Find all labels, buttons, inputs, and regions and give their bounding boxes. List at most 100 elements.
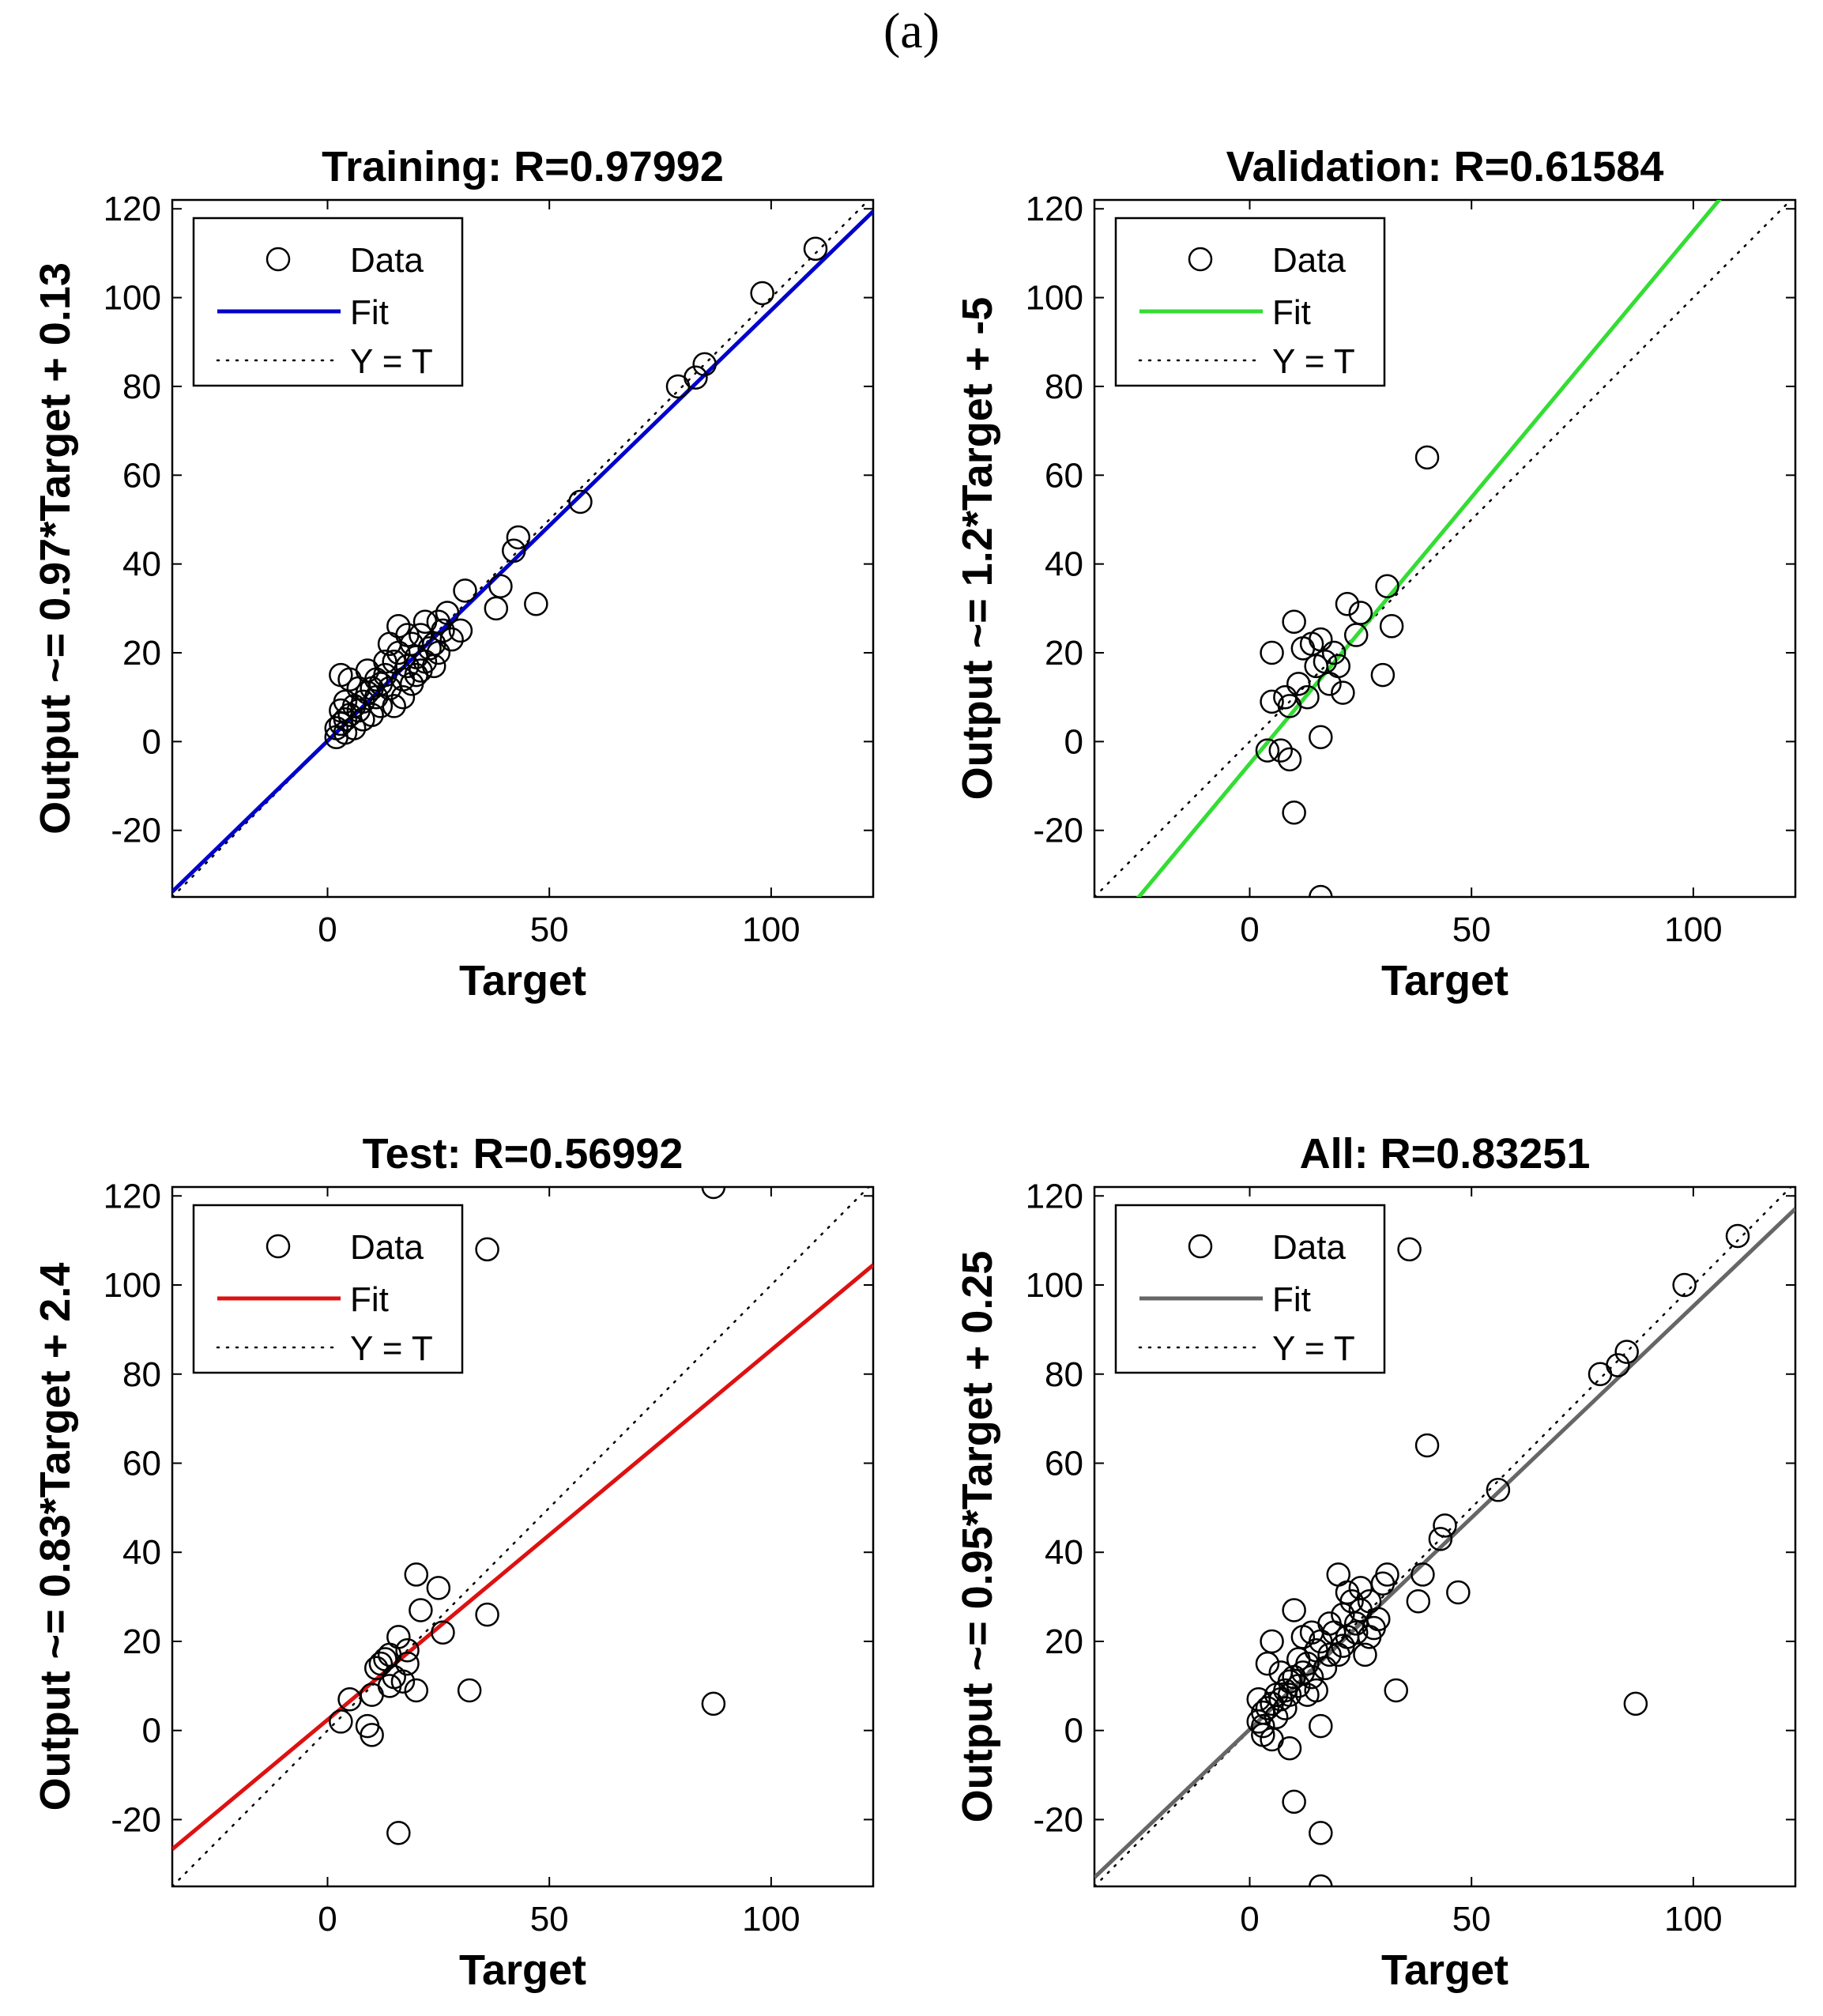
data-point <box>1614 1340 1639 1364</box>
plot-area <box>1094 200 1793 897</box>
data-point <box>1623 1691 1648 1716</box>
legend-fit-label: Fit <box>1272 293 1311 332</box>
data-point <box>1353 1642 1377 1667</box>
data-point <box>1260 689 1284 714</box>
panel-test: 0 50 100 -20 0 20 40 60 80 100 120 Data Fit Y = T Test… <box>32 1130 875 1994</box>
panel-validation: 0 50 100 -20 0 20 40 60 80 100 120 Data Fit Y = T Vali… <box>954 143 1797 1004</box>
data-point <box>431 1620 455 1645</box>
legend: Data Fit Y = T <box>192 217 464 387</box>
data-point <box>1339 1588 1364 1614</box>
data-point <box>360 703 384 727</box>
data-point <box>395 1651 420 1676</box>
data-point <box>1375 574 1399 599</box>
x-axis-label: Target <box>459 1946 586 1994</box>
data-point <box>1406 1588 1431 1614</box>
legend: Data Fit Y = T <box>1114 1204 1386 1374</box>
data-point <box>524 591 548 616</box>
data-point <box>475 1237 499 1262</box>
plot-area <box>172 200 873 897</box>
data-point <box>1282 1664 1306 1690</box>
legend-box <box>1114 217 1386 387</box>
data-point <box>382 650 406 674</box>
y-tick-label: 40 <box>1045 1533 1083 1572</box>
data-point <box>1446 1580 1471 1605</box>
y-tick-label: 60 <box>122 456 161 495</box>
data-point <box>1335 591 1360 616</box>
y-tick-label: 0 <box>142 722 161 761</box>
y-tick-label: -20 <box>1033 812 1083 850</box>
y-tick-label: 100 <box>104 279 161 318</box>
y-tick-label: 80 <box>1045 367 1083 406</box>
data-point <box>1251 1713 1275 1739</box>
data-point <box>395 1637 420 1663</box>
x-tick-label: 50 <box>1452 910 1491 949</box>
data-point <box>1321 640 1347 665</box>
data-point <box>1255 1696 1280 1720</box>
data-point <box>1286 672 1311 696</box>
data-point <box>404 1678 429 1703</box>
data-point <box>1414 1433 1440 1458</box>
data-point <box>1331 1602 1355 1627</box>
data-point <box>1264 1705 1289 1730</box>
data-point <box>1428 1527 1453 1551</box>
data-point <box>1273 684 1298 710</box>
data-point <box>1246 1686 1271 1712</box>
fit-line <box>172 1263 873 1851</box>
chart-title: Test: R=0.56992 <box>363 1130 684 1178</box>
y-tick-label: 80 <box>122 1355 161 1394</box>
y-tick-label: 100 <box>1026 1266 1083 1305</box>
y-tick-label: 40 <box>1045 545 1083 584</box>
data-point <box>1317 1611 1342 1636</box>
data-point <box>1348 1576 1373 1600</box>
y-tick-label: -20 <box>111 812 161 850</box>
data-point <box>1725 1223 1750 1249</box>
identity-line <box>172 200 871 897</box>
x-tick-label: 100 <box>742 1900 800 1939</box>
data-point <box>1588 1362 1613 1387</box>
legend-fit-label: Fit <box>350 1280 389 1319</box>
x-axis-label: Target <box>1381 1946 1508 1994</box>
x-tick-label: 50 <box>1452 1900 1491 1939</box>
data-point <box>368 694 394 718</box>
panel-training: 0 50 100 -20 0 20 40 60 80 100 120 Data Fit Y = T Trai… <box>32 143 875 1004</box>
legend-data-label: Data <box>350 1228 424 1267</box>
data-point <box>421 654 446 679</box>
chart-title: Validation: R=0.61584 <box>1226 143 1664 190</box>
legend-box <box>192 1204 464 1374</box>
legend-data-marker <box>266 1234 291 1259</box>
legend-data-marker <box>1188 247 1213 272</box>
data-point <box>1282 1598 1306 1622</box>
fit-line <box>1094 1207 1795 1879</box>
data-point <box>1277 747 1302 772</box>
data-point <box>1255 1651 1280 1676</box>
data-point <box>448 618 473 643</box>
data-point <box>457 1678 482 1703</box>
data-point <box>426 1576 451 1600</box>
legend-data-marker <box>266 247 291 272</box>
data-point <box>1379 614 1404 639</box>
data-point <box>1304 1678 1328 1703</box>
data-point <box>409 623 433 647</box>
data-point <box>568 489 593 514</box>
plot-area <box>1094 1187 1795 1886</box>
data-point <box>1268 1660 1294 1685</box>
data-point <box>1343 623 1369 647</box>
x-tick-label: 100 <box>742 910 800 949</box>
legend-fit-label: Fit <box>1272 1280 1311 1319</box>
data-point <box>453 578 477 603</box>
y-tick-label: 20 <box>1045 1622 1083 1661</box>
legend-box <box>192 217 464 387</box>
figure-caption: (a) <box>883 2 940 58</box>
data-point <box>409 1598 433 1622</box>
data-point <box>1309 1713 1333 1739</box>
y-tick-label: 20 <box>122 1622 161 1661</box>
data-point <box>377 1674 402 1698</box>
data-point <box>1309 1874 1333 1886</box>
data-point <box>1370 662 1395 688</box>
data-point <box>1313 650 1338 674</box>
y-tick-label: 20 <box>1045 634 1083 673</box>
y-tick-label: 20 <box>122 634 161 673</box>
data-point <box>1260 1629 1284 1654</box>
y-tick-label: 60 <box>1045 456 1083 495</box>
x-tick-label: 100 <box>1664 1900 1722 1939</box>
